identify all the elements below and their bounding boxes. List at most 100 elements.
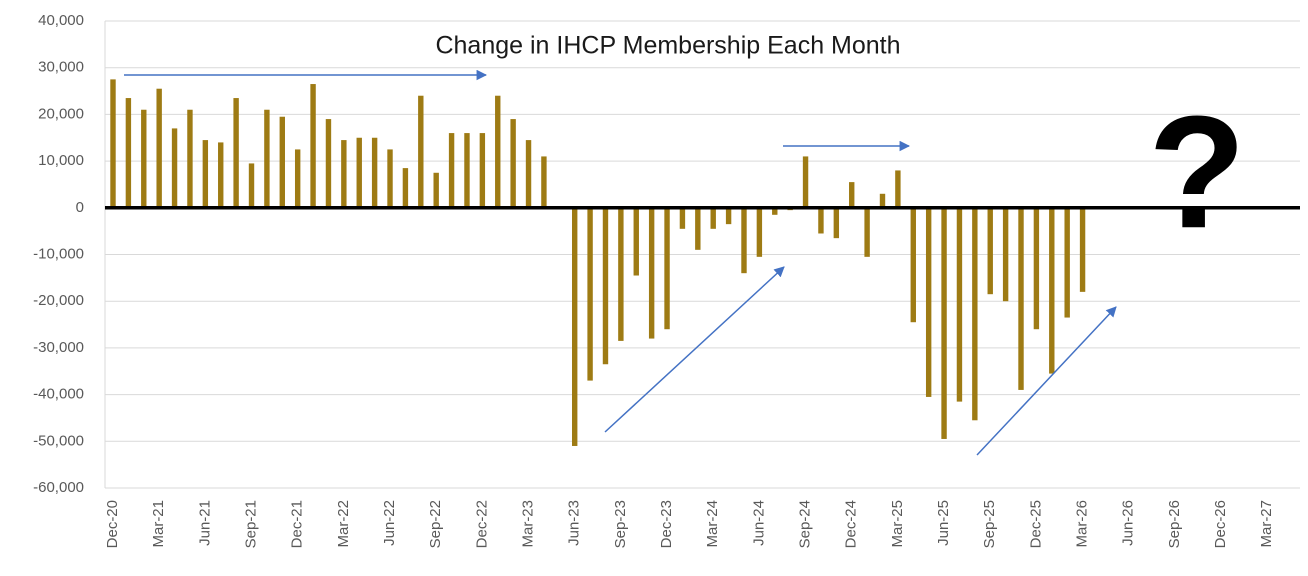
- bar: [341, 140, 347, 208]
- bar: [418, 95, 424, 208]
- y-tick-label: -10,000: [33, 245, 84, 262]
- chart-title: Change in IHCP Membership Each Month: [435, 32, 900, 60]
- x-tick-label: Sep-23: [612, 500, 629, 548]
- bar: [1033, 207, 1040, 330]
- bar: [433, 172, 439, 208]
- y-tick-label: 0: [76, 199, 84, 216]
- bar: [725, 207, 732, 225]
- x-tick-label: Jun-25: [935, 500, 952, 546]
- x-tick-label: Sep-26: [1166, 500, 1183, 548]
- arrow: [976, 306, 1117, 456]
- bar: [879, 193, 886, 208]
- bar: [1002, 207, 1009, 302]
- bar: [925, 207, 932, 397]
- y-tick-label: 20,000: [38, 105, 84, 122]
- bar: [987, 207, 993, 295]
- bar: [972, 207, 978, 421]
- bar: [818, 207, 824, 234]
- bar: [679, 207, 686, 229]
- x-tick-label: Mar-27: [1258, 500, 1275, 548]
- bar: [525, 140, 532, 208]
- bar: [1064, 207, 1070, 318]
- x-tick-label: Dec-22: [473, 500, 490, 548]
- bar: [387, 149, 393, 208]
- bar: [618, 207, 624, 341]
- bar: [325, 119, 332, 208]
- x-tick-label: Dec-26: [1212, 500, 1229, 548]
- x-tick-label: Mar-21: [150, 500, 167, 548]
- bar: [402, 168, 409, 208]
- x-tick-label: Jun-23: [566, 500, 583, 546]
- bar: [202, 140, 209, 208]
- y-tick-label: 30,000: [38, 59, 84, 76]
- bar: [941, 207, 947, 439]
- bar: [1018, 207, 1024, 390]
- bar: [1079, 207, 1086, 292]
- y-tick-label: 40,000: [38, 12, 84, 29]
- x-tick-label: Jun-24: [750, 500, 767, 546]
- arrow: [604, 266, 785, 433]
- x-tick-label: Jun-21: [196, 500, 213, 546]
- bar: [110, 79, 116, 208]
- x-tick-label: Mar-26: [1074, 500, 1091, 548]
- bar: [279, 116, 285, 208]
- x-tick-label: Dec-25: [1027, 500, 1044, 548]
- bar: [156, 88, 162, 208]
- bar: [264, 109, 270, 208]
- bar: [294, 149, 301, 208]
- x-tick-label: Mar-25: [889, 500, 906, 548]
- x-tick-label: Sep-25: [981, 500, 998, 548]
- bar: [218, 142, 224, 208]
- bar: [495, 95, 501, 208]
- bar: [772, 207, 778, 215]
- bar: [356, 137, 362, 208]
- bar: [648, 207, 655, 339]
- bar: [1049, 207, 1055, 374]
- y-tick-label: -30,000: [33, 339, 84, 356]
- y-tick-label: -40,000: [33, 386, 84, 403]
- x-tick-label: Sep-21: [242, 500, 259, 548]
- bar: [541, 156, 547, 208]
- bar: [479, 133, 486, 208]
- bar: [602, 207, 609, 365]
- bar: [833, 207, 840, 239]
- bar: [510, 119, 516, 208]
- bar: [956, 207, 963, 402]
- bar: [802, 156, 809, 208]
- x-tick-label: Dec-24: [843, 500, 860, 548]
- bar: [233, 98, 239, 208]
- bar: [464, 133, 470, 208]
- bar: [310, 84, 316, 208]
- x-tick-label: Sep-24: [797, 500, 814, 548]
- bar: [849, 182, 855, 208]
- bar: [141, 109, 147, 208]
- bar: [171, 128, 178, 208]
- bar: [587, 207, 593, 381]
- bar: [248, 163, 255, 208]
- bar: [125, 98, 132, 208]
- x-tick-label: Jun-22: [381, 500, 398, 546]
- bar: [187, 109, 193, 208]
- bar: [664, 207, 670, 330]
- bar: [371, 137, 378, 208]
- bar: [572, 207, 578, 446]
- bar: [864, 207, 870, 257]
- bar: [756, 207, 763, 257]
- x-tick-label: Dec-20: [104, 500, 121, 548]
- x-tick-label: Dec-23: [658, 500, 675, 548]
- annotation: ?: [1148, 82, 1246, 261]
- bar: [895, 170, 901, 208]
- y-tick-label: -60,000: [33, 479, 84, 496]
- y-tick-label: -50,000: [33, 432, 84, 449]
- arrows: [124, 69, 1117, 456]
- x-tick-label: Mar-23: [519, 500, 536, 548]
- x-tick-label: Mar-24: [704, 500, 721, 548]
- bar: [910, 207, 916, 323]
- x-tick-label: Mar-22: [335, 500, 352, 548]
- y-tick-label: -20,000: [33, 292, 84, 309]
- bar: [448, 133, 455, 208]
- x-tick-label: Dec-21: [289, 500, 306, 548]
- x-tick-label: Jun-26: [1120, 500, 1137, 546]
- bar: [710, 207, 716, 229]
